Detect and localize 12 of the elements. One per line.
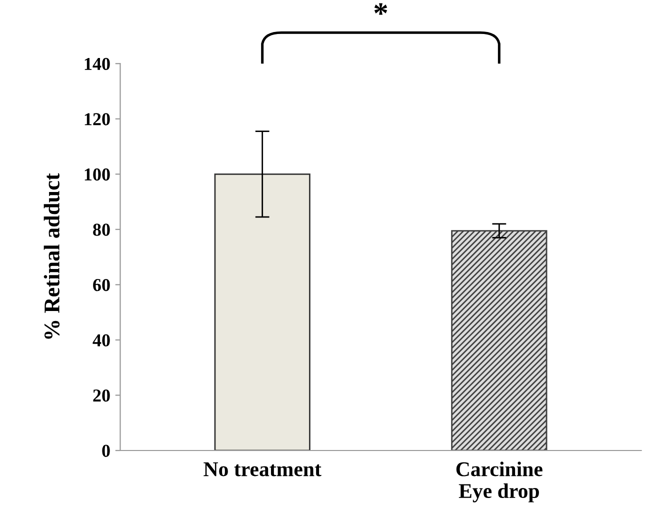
y-tick-label: 120	[84, 113, 110, 126]
y-tick-label: 60	[93, 278, 110, 292]
y-tick-label: 40	[92, 334, 110, 346]
x-tick-label: Carcinine Eye drop	[456, 462, 542, 502]
text: *	[374, 3, 388, 15]
y-axis-title: % Retinal adduct	[44, 173, 60, 339]
y-tick-label: 0	[102, 444, 110, 457]
y-tick-label: 100	[84, 168, 110, 181]
y-tick-label: 140	[84, 58, 110, 70]
y-tick-label: 20	[93, 389, 110, 402]
x-tick-label: No treatment	[204, 462, 322, 476]
y-tick-label: 80	[93, 224, 110, 236]
